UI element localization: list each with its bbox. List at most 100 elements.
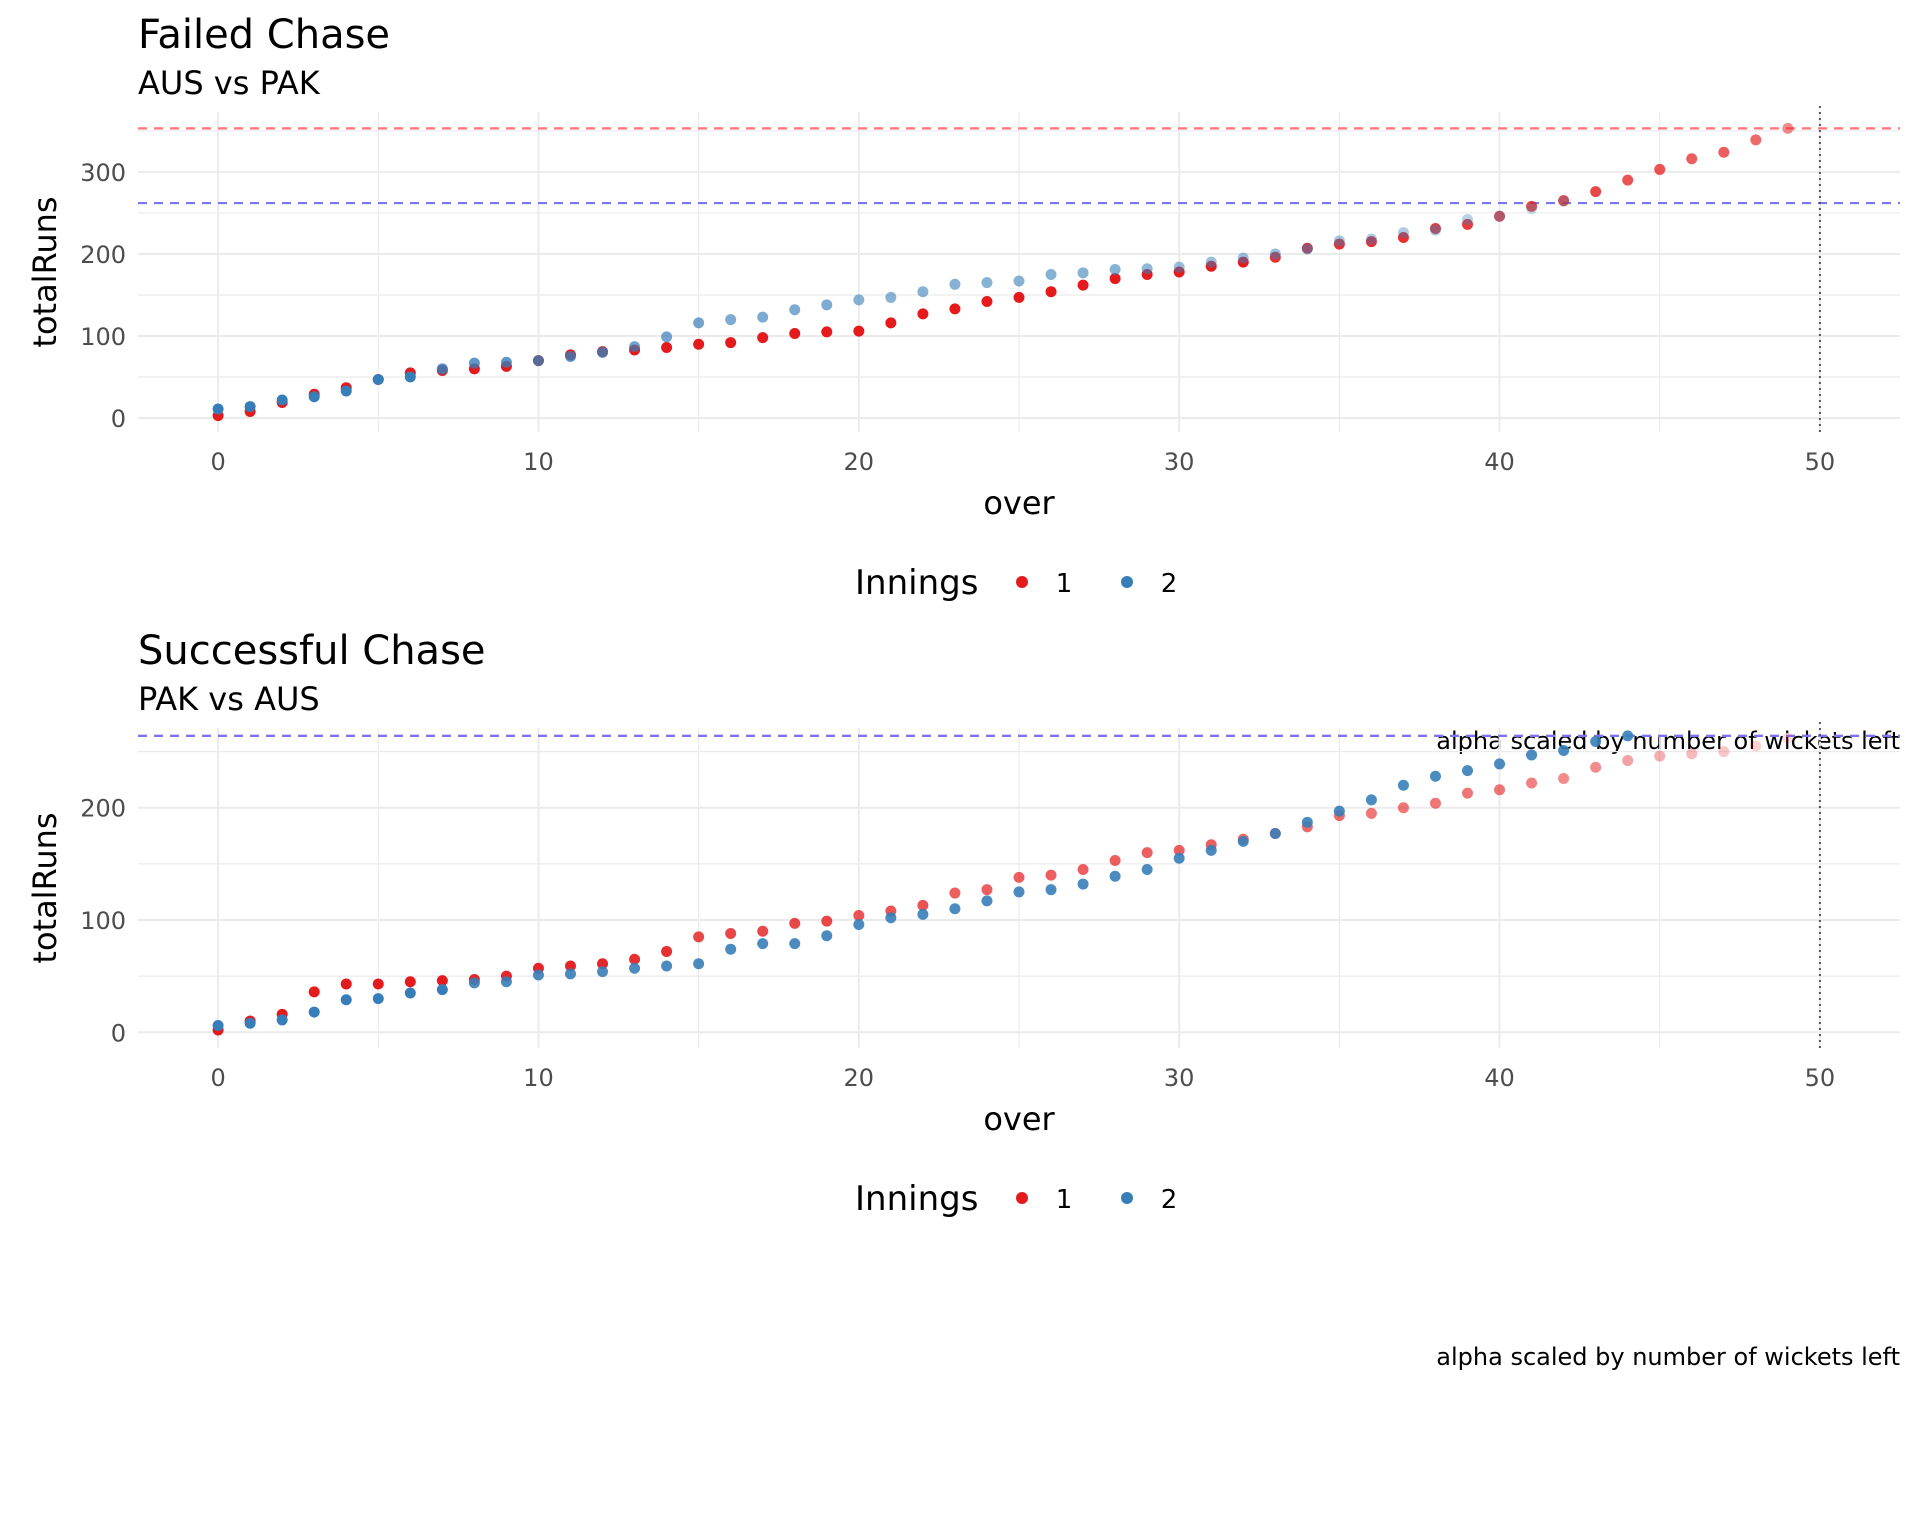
chart-title: Failed Chase [138, 12, 390, 58]
point-innings-1 [821, 326, 833, 338]
y-tick-label: 0 [111, 405, 126, 433]
point-innings-2 [1109, 264, 1121, 276]
point-innings-2 [1269, 248, 1281, 260]
chart-subtitle: PAK vs AUS [138, 680, 320, 718]
point-innings-1 [1333, 238, 1345, 250]
x-tick-label: 0 [210, 1064, 225, 1092]
point-innings-1 [1013, 871, 1025, 883]
legend-label: 2 [1161, 569, 1178, 599]
point-innings-2 [1365, 233, 1377, 245]
point-innings-1 [340, 978, 352, 990]
point-innings-2 [693, 958, 705, 970]
point-innings-1 [853, 325, 865, 337]
point-innings-1 [1109, 273, 1121, 285]
x-tick-label: 20 [844, 1064, 875, 1092]
point-innings-2 [1526, 749, 1538, 761]
chart-caption: alpha scaled by number of wickets left [1436, 727, 1900, 755]
point-innings-1 [1365, 236, 1377, 248]
point-innings-2 [661, 960, 673, 972]
point-innings-1 [917, 899, 929, 911]
point-innings-1 [1590, 761, 1602, 773]
x-axis-title: over [983, 1100, 1055, 1138]
x-tick-label: 40 [1484, 448, 1515, 476]
point-innings-2 [1622, 730, 1634, 742]
point-innings-1 [629, 953, 641, 965]
point-innings-1 [981, 296, 993, 308]
y-tick-label: 0 [111, 1019, 126, 1047]
legend-title: Innings [855, 563, 978, 603]
point-innings-2 [340, 994, 352, 1006]
y-tick-label: 300 [80, 159, 126, 187]
point-innings-1 [757, 925, 769, 937]
point-innings-1 [693, 338, 705, 350]
point-innings-1 [1590, 186, 1602, 198]
point-innings-2 [629, 341, 641, 353]
point-innings-2 [372, 993, 384, 1005]
point-innings-2 [1109, 870, 1121, 882]
point-innings-1 [1782, 122, 1794, 134]
y-axis-title: totalRuns [26, 812, 64, 963]
y-tick-label: 100 [80, 907, 126, 935]
point-innings-2 [1333, 805, 1345, 817]
point-innings-2 [1558, 744, 1570, 756]
x-tick-label: 20 [844, 448, 875, 476]
point-innings-1 [564, 960, 576, 972]
point-innings-1 [1526, 777, 1538, 789]
y-tick-label: 200 [80, 241, 126, 269]
x-axis-title: over [983, 484, 1055, 522]
point-innings-2 [789, 938, 801, 950]
point-innings-1 [1686, 153, 1698, 165]
point-innings-2 [1141, 863, 1153, 875]
x-tick-label: 30 [1164, 448, 1195, 476]
x-tick-label: 50 [1805, 1064, 1836, 1092]
point-innings-1 [1397, 802, 1409, 814]
point-innings-1 [1494, 784, 1506, 796]
x-tick-label: 10 [523, 1064, 554, 1092]
point-innings-1 [789, 917, 801, 929]
point-innings-1 [1429, 797, 1441, 809]
point-innings-2 [1173, 261, 1185, 273]
point-innings-1 [661, 945, 673, 957]
legend-label: 2 [1161, 1185, 1178, 1215]
point-innings-1 [1109, 854, 1121, 866]
point-innings-1 [1622, 174, 1634, 186]
point-innings-1 [725, 927, 737, 939]
point-innings-2 [436, 984, 448, 996]
point-innings-2 [821, 299, 833, 311]
point-innings-2 [468, 977, 480, 989]
point-innings-2 [1494, 210, 1506, 222]
point-innings-2 [1237, 835, 1249, 847]
point-innings-1 [1750, 134, 1762, 146]
point-innings-2 [468, 357, 480, 369]
point-innings-2 [212, 1020, 224, 1032]
point-innings-1 [981, 884, 993, 896]
point-innings-1 [308, 986, 320, 998]
point-innings-2 [1173, 852, 1185, 864]
point-innings-2 [821, 930, 833, 942]
point-innings-2 [981, 895, 993, 907]
point-innings-2 [1301, 816, 1313, 828]
point-innings-2 [757, 311, 769, 323]
legend-title: Innings [855, 1179, 978, 1219]
point-innings-2 [789, 304, 801, 316]
legend-key-innings-1 [1016, 1192, 1028, 1204]
point-innings-2 [1333, 235, 1345, 247]
point-innings-2 [244, 401, 256, 413]
point-innings-2 [340, 385, 352, 397]
point-innings-2 [276, 1014, 288, 1026]
point-innings-2 [1301, 243, 1313, 255]
point-innings-2 [1429, 770, 1441, 782]
point-innings-2 [1045, 884, 1057, 896]
point-innings-1 [436, 975, 448, 987]
point-innings-2 [1205, 844, 1217, 856]
x-tick-label: 10 [523, 448, 554, 476]
point-innings-2 [725, 943, 737, 955]
point-innings-1 [1429, 223, 1441, 235]
point-innings-2 [1429, 224, 1441, 236]
point-innings-1 [757, 332, 769, 344]
point-innings-2 [1077, 267, 1089, 279]
point-innings-2 [1237, 252, 1249, 264]
point-innings-1 [1494, 210, 1506, 222]
